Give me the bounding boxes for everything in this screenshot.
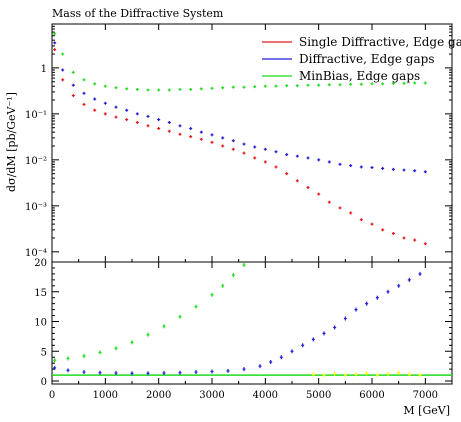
x-tick-label: 5000 (306, 390, 331, 401)
top-y-tick-label: 10⁻³ (25, 202, 47, 213)
legend-entry: Diffractive, Edge gaps (299, 52, 434, 66)
x-tick-label: 7000 (413, 390, 438, 401)
legend-entry: Single Diffractive, Edge gaps (299, 35, 461, 49)
top-y-tick-label: 10⁻⁴ (25, 248, 47, 259)
ratio-panel-ticks: 0 5 10 15 20 (34, 258, 452, 388)
ratio-y-tick-label: 0 (41, 377, 47, 388)
chart-title: Mass of the Diffractive System (52, 7, 224, 20)
x-axis-label: M [GeV] (403, 404, 450, 417)
x-tick-label: 4000 (253, 390, 278, 401)
x-tick-label: 2000 (146, 390, 171, 401)
x-tick-label: 1000 (93, 390, 118, 401)
x-axis-ticks: 0 1000 2000 3000 4000 5000 6000 7000 (49, 24, 438, 401)
x-tick-label: 0 (49, 390, 55, 401)
x-tick-label: 6000 (359, 390, 384, 401)
ratio-y-tick-label: 5 (41, 347, 47, 358)
top-y-tick-label: 10⁻² (25, 156, 47, 167)
ratio-y-tick-label: 15 (34, 288, 47, 299)
legend: Single Diffractive, Edge gaps Diffractive… (262, 35, 461, 83)
top-y-tick-label: 1 (41, 64, 47, 75)
ratio-panel-frame (51, 261, 453, 385)
legend-entry: MinBias, Edge gaps (299, 69, 420, 83)
ratio-y-tick-label: 20 (34, 258, 47, 269)
x-tick-label: 3000 (199, 390, 224, 401)
ratio-y-tick-label: 10 (34, 318, 47, 329)
ratio-panel-series (52, 262, 452, 378)
top-panel-series (53, 32, 427, 246)
y-axis-label: dσ/dM [pb/GeV⁻¹] (5, 92, 18, 192)
top-y-tick-label: 10⁻¹ (25, 110, 47, 121)
top-panel-ticks: 1 10⁻¹ 10⁻² 10⁻³ 10⁻⁴ (25, 23, 452, 259)
